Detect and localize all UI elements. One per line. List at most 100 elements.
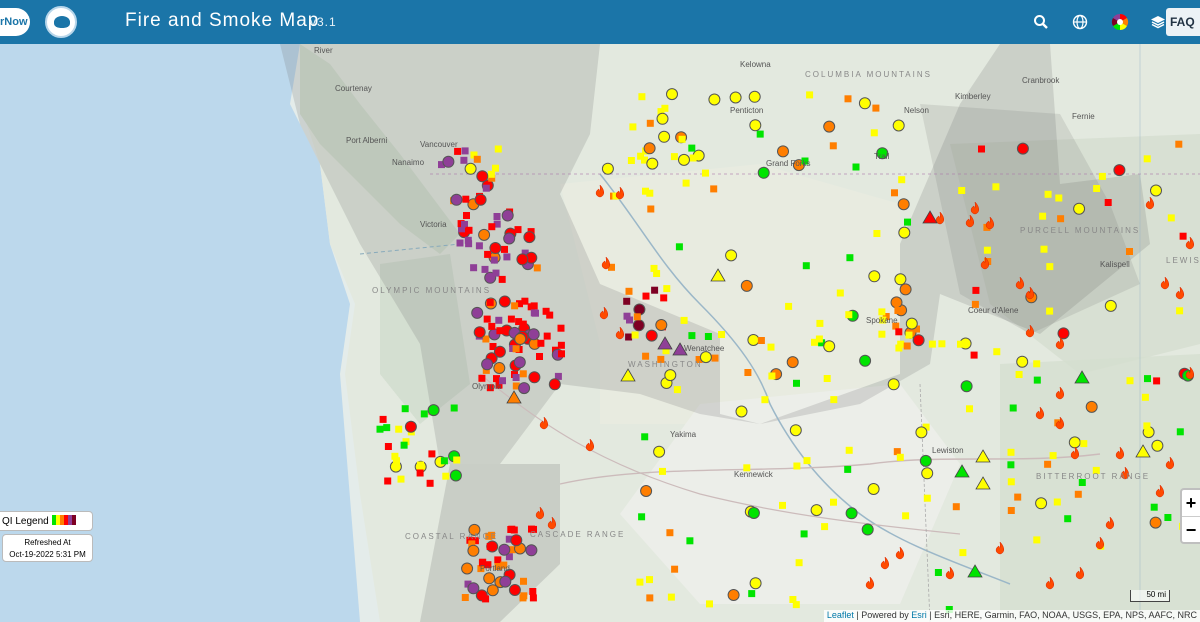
sensor-marker[interactable] [627,157,635,164]
monitor-marker[interactable] [493,362,506,374]
sensor-marker[interactable] [898,176,906,184]
monitor-marker[interactable] [442,155,455,168]
sensor-marker[interactable] [891,189,898,197]
monitor-marker[interactable] [678,153,690,166]
smoke-triangle-marker[interactable] [1135,444,1151,458]
sensor-marker[interactable] [483,315,491,323]
fire-icon[interactable] [880,556,889,570]
fire-icon[interactable] [1055,336,1064,350]
fire-icon[interactable] [601,256,610,270]
monitor-marker[interactable] [467,582,480,595]
sensor-marker[interactable] [830,498,837,506]
monitor-marker[interactable] [653,445,666,458]
sensor-marker[interactable] [743,464,751,472]
fire-icon[interactable] [1075,566,1084,580]
monitor-marker[interactable] [640,485,653,497]
sensor-marker[interactable] [384,477,392,485]
sensor-marker[interactable] [515,318,523,326]
sensor-marker[interactable] [1033,536,1041,544]
smoke-triangle-marker[interactable] [975,449,991,463]
monitor-marker[interactable] [898,226,911,239]
sensor-marker[interactable] [646,189,654,197]
fire-icon[interactable] [995,541,1004,555]
sensor-marker[interactable] [625,333,633,341]
sensor-marker[interactable] [1164,514,1172,521]
sensor-marker[interactable] [519,320,527,328]
monitor-marker[interactable] [513,356,526,369]
sensor-marker[interactable] [1046,307,1054,315]
monitor-marker[interactable] [548,378,561,391]
monitor-marker[interactable] [664,369,677,382]
sensor-marker[interactable] [688,144,696,152]
sensor-marker[interactable] [872,104,880,112]
sensor-marker[interactable] [845,311,853,319]
sensor-marker[interactable] [646,119,654,127]
monitor-marker[interactable] [427,404,440,417]
sensor-marker[interactable] [711,354,719,362]
monitor-marker[interactable] [461,562,474,575]
sensor-marker[interactable] [1053,498,1061,506]
sensor-marker[interactable] [678,135,686,143]
airnow-logo[interactable]: rNow [0,8,30,36]
sensor-marker[interactable] [792,601,800,609]
monitor-marker[interactable] [508,584,521,596]
sensor-marker[interactable] [520,592,528,600]
monitor-marker[interactable] [890,296,903,309]
monitor-marker[interactable] [483,572,496,585]
sensor-marker[interactable] [815,335,823,343]
sensor-marker[interactable] [1007,507,1015,514]
sensor-marker[interactable] [895,328,903,336]
sensor-marker[interactable] [507,315,515,323]
monitor-marker[interactable] [912,334,925,347]
sensor-marker[interactable] [662,347,670,355]
monitor-marker[interactable] [464,162,477,175]
sensor-marker[interactable] [761,396,769,404]
zoom-in-button[interactable]: + [1185,493,1197,513]
sensor-marker[interactable] [463,212,470,219]
monitor-marker[interactable] [473,326,486,339]
color-wheel-icon[interactable] [1109,11,1131,33]
sensor-marker[interactable] [395,425,403,433]
sensor-marker[interactable] [379,415,387,423]
fire-icon[interactable] [539,416,548,430]
sensor-marker[interactable] [485,532,493,540]
smoke-triangle-marker[interactable] [672,342,688,356]
sensor-marker[interactable] [500,561,508,569]
fire-icon[interactable] [599,306,608,320]
monitor-marker[interactable] [1016,142,1029,155]
sensor-marker[interactable] [461,147,469,155]
sensor-marker[interactable] [496,327,504,335]
monitor-marker[interactable] [1104,299,1117,312]
sensor-marker[interactable] [623,312,631,320]
sensor-marker[interactable] [878,308,886,316]
monitor-marker[interactable] [725,249,738,262]
faq-button[interactable]: FAQ [1166,8,1200,36]
sensor-marker[interactable] [493,213,501,220]
sensor-marker[interactable] [537,339,545,347]
sensor-marker[interactable] [488,223,496,231]
sensor-marker[interactable] [1141,393,1149,401]
sensor-marker[interactable] [461,594,469,601]
fire-icon[interactable] [965,214,974,228]
sensor-marker[interactable] [816,319,824,327]
sensor-marker[interactable] [638,513,646,521]
sensor-marker[interactable] [879,316,887,324]
sensor-marker[interactable] [1093,185,1101,192]
fire-icon[interactable] [1120,466,1129,480]
smoke-triangle-marker[interactable] [954,464,970,478]
sensor-marker[interactable] [704,333,712,340]
monitor-marker[interactable] [450,193,463,206]
sensor-marker[interactable] [748,590,756,598]
monitor-marker[interactable] [894,273,907,286]
sensor-marker[interactable] [626,316,633,324]
sensor-marker[interactable] [823,375,831,382]
sensor-marker[interactable] [958,187,966,194]
fire-icon[interactable] [865,576,874,590]
sensor-marker[interactable] [779,501,786,509]
sensor-marker[interactable] [454,147,462,155]
monitor-marker[interactable] [876,147,889,160]
sensor-marker[interactable] [803,457,811,465]
sensor-marker[interactable] [1046,263,1054,271]
sensor-marker[interactable] [1176,307,1184,315]
monitor-marker[interactable] [748,90,761,103]
